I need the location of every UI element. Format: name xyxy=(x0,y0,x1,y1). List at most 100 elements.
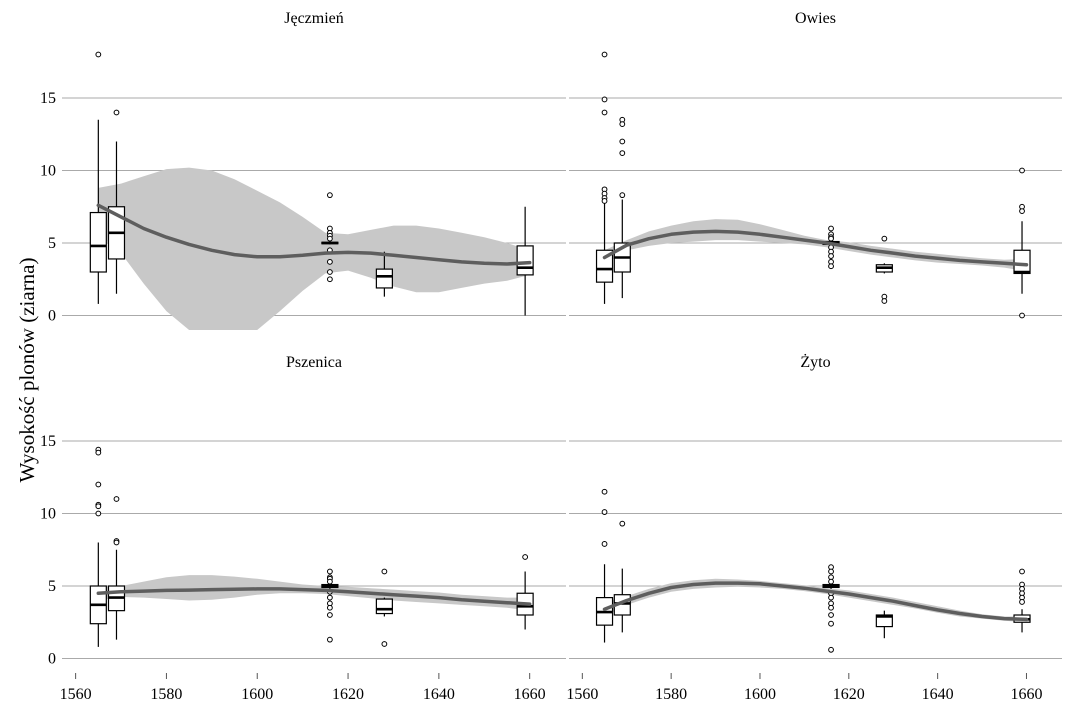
smooth-trend-line xyxy=(96,587,532,606)
boxplot xyxy=(1013,568,1031,633)
outlier-point xyxy=(828,604,834,611)
x-tick-label: 1660 xyxy=(514,686,546,703)
boxplot xyxy=(613,520,631,633)
facet-panel-3: Pszenica 0 5 10 15 1560 1580 1600 1620 1640 1660 xyxy=(40,354,566,703)
outlier-point xyxy=(619,192,626,199)
outlier-point xyxy=(828,646,834,653)
outlier-point xyxy=(113,496,120,502)
outlier-point xyxy=(326,594,333,601)
outlier-point xyxy=(619,520,626,527)
outlier-point xyxy=(381,641,388,647)
boxplot xyxy=(1013,167,1031,319)
confidence-ribbon xyxy=(604,578,1027,623)
boxplot xyxy=(375,568,393,647)
outlier-point xyxy=(95,449,102,456)
x-tick-label: 1660 xyxy=(1010,686,1042,703)
y-tick-label: 10 xyxy=(40,163,56,180)
smooth-trend-line xyxy=(602,581,1029,622)
outlier-point xyxy=(1019,208,1025,215)
boxplot xyxy=(107,496,126,640)
x-tick-label: 1600 xyxy=(744,686,776,703)
panel-title: Owies xyxy=(795,10,836,27)
boxplot xyxy=(107,109,126,294)
box xyxy=(1013,249,1031,275)
outlier-point xyxy=(326,276,333,283)
panel-title: Żyto xyxy=(800,353,830,371)
outlier-point xyxy=(1019,167,1025,174)
x-tick-label: 1580 xyxy=(655,686,687,703)
outlier-point xyxy=(828,263,834,270)
outlier-point xyxy=(828,612,834,618)
y-tick-label: 0 xyxy=(48,308,56,325)
outlier-point xyxy=(522,554,529,560)
outlier-point xyxy=(619,121,626,127)
y-tick-label: 10 xyxy=(40,506,56,523)
outlier-point xyxy=(828,594,834,601)
boxplot xyxy=(516,554,534,630)
outlier-point xyxy=(326,235,333,242)
outlier-point xyxy=(601,198,608,204)
outlier-point xyxy=(881,298,888,304)
boxplot xyxy=(516,206,534,316)
outlier-point xyxy=(619,138,626,145)
outlier-point xyxy=(601,541,608,547)
outlier-point xyxy=(326,568,333,575)
outlier-point xyxy=(1019,568,1025,575)
outlier-point xyxy=(95,481,102,488)
box xyxy=(375,598,393,615)
outlier-point xyxy=(601,488,608,495)
x-tick-label: 1580 xyxy=(150,686,182,703)
boxplot xyxy=(595,488,614,643)
smooth-trend-line xyxy=(96,203,532,266)
facet-panel-1: Jęczmień 0 5 10 15 xyxy=(40,10,566,330)
panel-title: Jęczmień xyxy=(284,10,344,27)
box xyxy=(875,614,893,628)
boxplot xyxy=(875,235,893,304)
outlier-point xyxy=(828,235,834,242)
outlier-point xyxy=(95,51,102,58)
box xyxy=(375,268,393,289)
outlier-point xyxy=(828,620,834,627)
outlier-point xyxy=(326,604,333,611)
x-tick-label: 1640 xyxy=(423,686,455,703)
box xyxy=(595,249,614,283)
outlier-point xyxy=(619,150,626,157)
box xyxy=(89,211,107,273)
boxplot xyxy=(321,192,339,283)
outlier-point xyxy=(601,96,608,103)
x-tick-label: 1560 xyxy=(566,686,598,703)
boxplot xyxy=(613,116,631,299)
outlier-point xyxy=(95,503,102,510)
outlier-point xyxy=(326,192,333,199)
smooth-trend-line xyxy=(602,229,1029,267)
boxplot xyxy=(595,51,614,304)
outlier-point xyxy=(326,258,333,265)
outlier-point xyxy=(601,51,608,58)
outlier-point xyxy=(828,253,834,259)
outlier-point xyxy=(828,225,834,232)
y-tick-label: 15 xyxy=(40,433,56,450)
panel-title: Pszenica xyxy=(286,354,342,371)
outlier-point xyxy=(326,269,333,275)
x-tick-label: 1560 xyxy=(60,686,92,703)
outlier-point xyxy=(381,568,388,575)
outlier-point xyxy=(828,578,834,585)
outlier-point xyxy=(113,109,120,116)
facet-panel-4: Żyto 1560 1580 1600 1620 1640 1660 xyxy=(566,353,1062,703)
x-tick-label: 1620 xyxy=(833,686,865,703)
box xyxy=(516,245,534,276)
confidence-ribbon xyxy=(98,575,530,611)
x-tick-label: 1640 xyxy=(922,686,954,703)
boxplot xyxy=(822,564,840,653)
outlier-point xyxy=(881,235,888,242)
y-tick-label: 15 xyxy=(40,90,56,107)
confidence-ribbon xyxy=(604,219,1027,272)
outlier-point xyxy=(1019,312,1025,319)
outlier-point xyxy=(95,510,102,517)
outlier-point xyxy=(326,636,333,643)
boxplot xyxy=(89,51,107,304)
outlier-point xyxy=(828,568,834,575)
outlier-point xyxy=(1019,599,1025,605)
outlier-point xyxy=(326,612,333,618)
